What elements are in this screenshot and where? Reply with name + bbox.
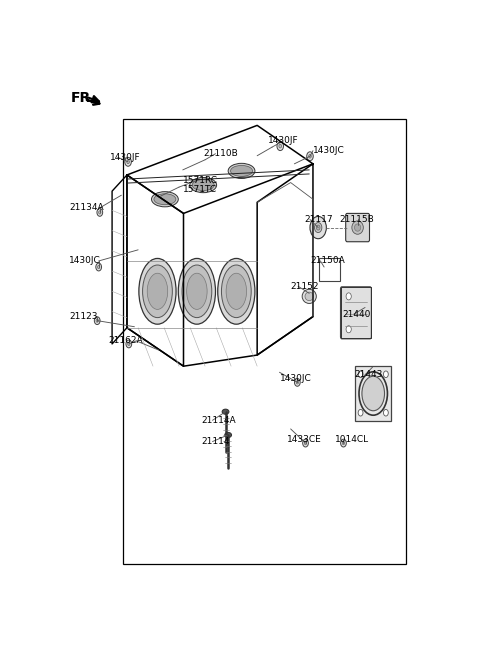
Ellipse shape (310, 216, 326, 238)
Ellipse shape (307, 152, 313, 161)
Text: 1014CL: 1014CL (335, 435, 370, 444)
Text: 21134A: 21134A (69, 204, 104, 212)
Ellipse shape (143, 265, 172, 317)
Ellipse shape (190, 177, 216, 193)
Ellipse shape (221, 265, 251, 317)
Text: 21117: 21117 (305, 215, 334, 224)
Text: 1430JC: 1430JC (279, 374, 311, 383)
Ellipse shape (309, 154, 312, 158)
Ellipse shape (341, 439, 347, 447)
Ellipse shape (97, 208, 103, 216)
Ellipse shape (314, 223, 322, 233)
Text: 1430JC: 1430JC (313, 146, 345, 155)
Ellipse shape (154, 194, 176, 205)
Text: 21123: 21123 (69, 312, 98, 321)
Text: 21114: 21114 (202, 437, 230, 446)
Ellipse shape (152, 192, 178, 207)
Text: 21440: 21440 (342, 309, 371, 319)
Ellipse shape (218, 258, 255, 324)
Text: 1430JC: 1430JC (69, 256, 101, 265)
Text: 1430JF: 1430JF (268, 136, 299, 145)
Text: 1571RC: 1571RC (183, 175, 218, 185)
Ellipse shape (228, 164, 255, 179)
Ellipse shape (226, 273, 247, 309)
Text: FR.: FR. (71, 91, 97, 106)
Ellipse shape (127, 160, 130, 164)
Ellipse shape (362, 376, 384, 411)
Text: 21150A: 21150A (310, 256, 345, 265)
Ellipse shape (294, 378, 300, 386)
Text: 1433CE: 1433CE (287, 435, 322, 444)
Ellipse shape (126, 340, 132, 348)
Ellipse shape (302, 289, 316, 304)
Text: 21162A: 21162A (108, 336, 143, 346)
Ellipse shape (342, 442, 345, 445)
Ellipse shape (354, 224, 361, 231)
Ellipse shape (178, 258, 216, 324)
Ellipse shape (305, 292, 313, 301)
Ellipse shape (95, 317, 100, 325)
Ellipse shape (192, 179, 214, 191)
Ellipse shape (96, 319, 98, 322)
Text: 21114A: 21114A (202, 416, 236, 425)
Ellipse shape (128, 342, 130, 346)
Ellipse shape (279, 145, 282, 148)
FancyBboxPatch shape (340, 286, 372, 339)
FancyBboxPatch shape (346, 214, 370, 242)
Ellipse shape (96, 263, 102, 271)
Ellipse shape (346, 293, 351, 300)
Ellipse shape (147, 273, 168, 309)
Ellipse shape (316, 225, 320, 230)
Ellipse shape (304, 442, 307, 445)
Ellipse shape (303, 439, 308, 447)
Text: 1430JF: 1430JF (110, 153, 141, 162)
Ellipse shape (230, 166, 252, 176)
Bar (123, 120, 406, 564)
Ellipse shape (98, 211, 101, 214)
Text: 21443: 21443 (354, 371, 382, 379)
Text: 21115B: 21115B (339, 215, 374, 224)
Ellipse shape (225, 432, 231, 438)
Ellipse shape (358, 371, 363, 378)
Ellipse shape (352, 221, 363, 235)
Bar (341, 287, 372, 338)
Ellipse shape (277, 142, 284, 150)
Ellipse shape (384, 371, 388, 378)
Text: 1571TC: 1571TC (183, 185, 217, 194)
Bar (319, 258, 340, 281)
Ellipse shape (358, 409, 363, 416)
Ellipse shape (384, 409, 388, 416)
Ellipse shape (296, 381, 299, 384)
Bar (355, 366, 392, 421)
Ellipse shape (125, 158, 132, 166)
Ellipse shape (182, 265, 212, 317)
Text: 21110B: 21110B (203, 149, 238, 158)
Text: 21152: 21152 (290, 282, 319, 291)
Ellipse shape (222, 409, 229, 415)
Ellipse shape (187, 273, 207, 309)
Ellipse shape (97, 265, 100, 269)
Ellipse shape (346, 326, 351, 333)
Ellipse shape (139, 258, 176, 324)
